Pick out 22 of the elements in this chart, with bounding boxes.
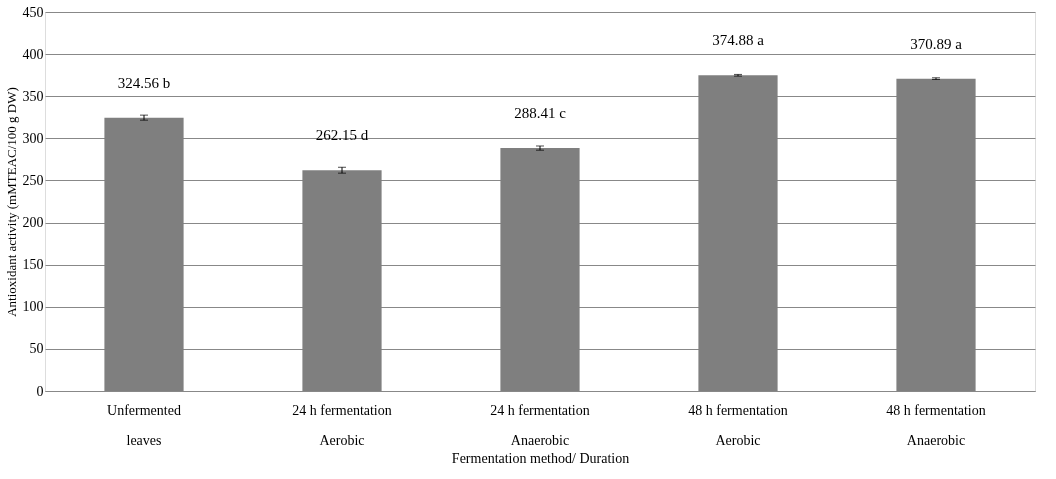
y-tick-label: 450 <box>22 4 44 20</box>
x-tick-label: 24 h fermentation Aerobic <box>292 402 392 448</box>
x-axis-title: Fermentation method/ Duration <box>451 450 630 466</box>
x-tick-label: Unfermented leaves <box>107 402 181 448</box>
y-tick-label: 200 <box>22 215 44 231</box>
data-label: 324.56 b <box>117 74 171 91</box>
y-tick-label: 50 <box>29 341 44 357</box>
data-label: 374.88 a <box>712 32 765 49</box>
y-tick-label: 0 <box>36 383 44 399</box>
y-tick-label: 250 <box>22 172 44 188</box>
y-axis-title: Antioxidant activity (mMTEAC/100 g DW) <box>3 87 19 317</box>
y-tick-label: 400 <box>22 46 44 62</box>
y-tick-label: 350 <box>22 88 44 104</box>
y-tick-label: 150 <box>22 257 44 273</box>
y-tick-label: 300 <box>22 130 44 146</box>
data-label: 262.15 d <box>315 127 369 144</box>
x-tick-label: 48 h fermentation Aerobic <box>688 402 788 448</box>
data-label: 370.89 a <box>910 35 963 52</box>
x-tick-label: 24 h fermentation Anaerobic <box>490 402 590 448</box>
data-label: 288.41 c <box>514 105 567 122</box>
x-tick-label: 48 h fermentation Anaerobic <box>886 402 986 448</box>
y-tick-label: 100 <box>22 299 44 315</box>
